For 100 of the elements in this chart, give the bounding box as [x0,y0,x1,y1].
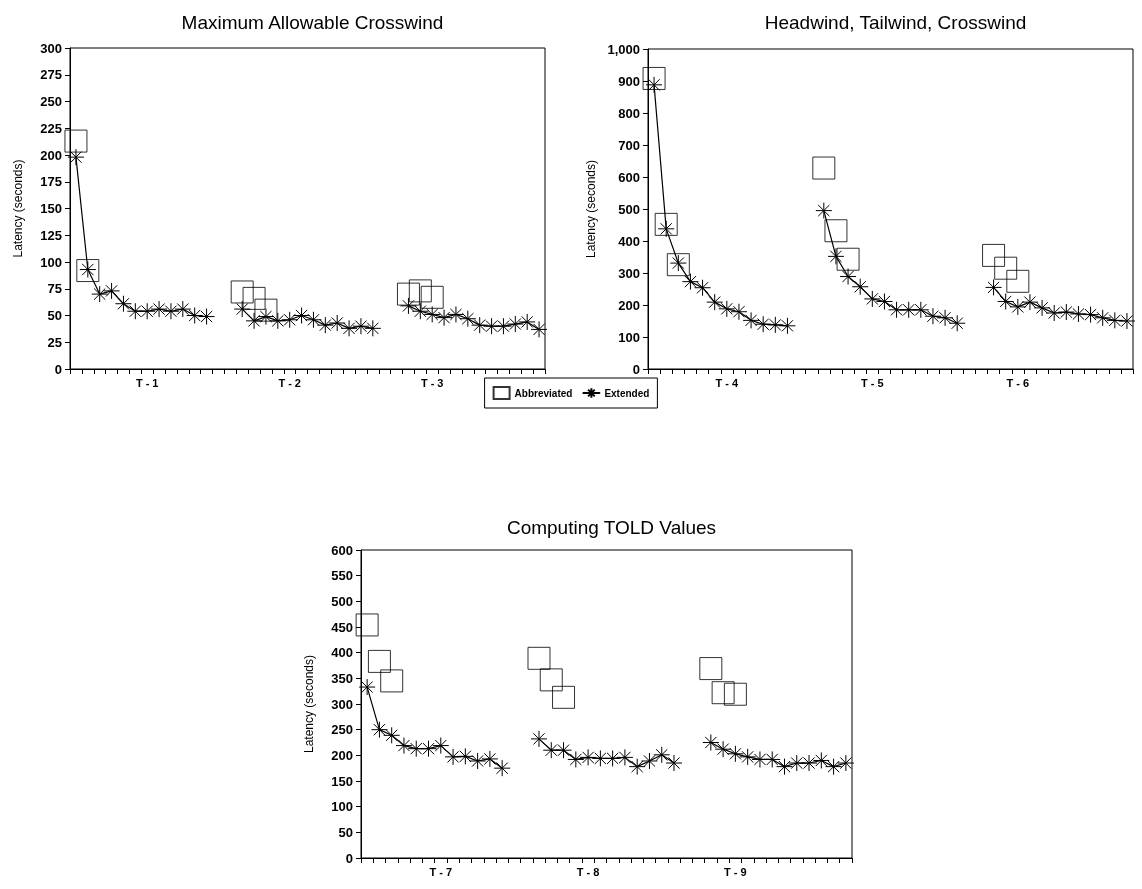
point [640,752,658,770]
point [245,312,263,330]
point [114,295,132,313]
point [751,750,769,768]
x-tick-label: T - 8 [576,865,600,878]
y-tick-label: 1,000 [607,41,640,57]
point [699,657,723,681]
point [383,726,401,744]
point [76,259,100,283]
point [824,219,848,243]
point [1006,269,1030,293]
point [642,66,666,90]
point [380,669,404,693]
point [604,749,622,767]
y-tick-label: 75 [47,281,62,297]
point [493,759,511,777]
y-tick-label: 700 [618,137,640,153]
point [407,740,425,758]
point [665,754,683,772]
y-tick-label: 100 [618,329,640,345]
point [836,247,860,271]
point [1069,305,1087,323]
point [863,290,881,308]
y-tick-label: 100 [331,799,353,815]
point [233,300,251,318]
point [1094,309,1112,327]
point [494,317,512,335]
point [754,315,772,333]
point [948,314,966,332]
point [1057,303,1075,321]
y-tick-label: 175 [40,174,62,190]
point [91,285,109,303]
y-axis-title: Latency (seconds) [302,654,316,754]
y-tick-label: 500 [331,593,353,609]
point [1021,293,1039,311]
point [1106,311,1124,329]
y-tick-label: 550 [331,568,353,584]
point [714,740,732,758]
point [355,613,379,637]
point [837,754,855,772]
point [591,749,609,767]
point [982,243,1006,267]
y-tick-label: 125 [40,227,62,243]
legend-label: Abbreviated [514,387,573,399]
point [103,282,121,300]
point [997,292,1015,310]
x-tick-label: T - 1 [135,376,159,389]
point [269,312,287,330]
x-tick-label: T - 5 [861,376,884,389]
y-tick-label: 250 [331,722,353,738]
point [186,307,204,324]
x-tick-label: T - 4 [715,376,739,389]
x-tick-label: T - 9 [724,865,747,878]
point [815,202,833,220]
point [579,748,597,766]
point [126,302,144,320]
point [723,682,747,706]
y-axis-title: Latency (seconds) [11,159,25,258]
point [628,758,646,776]
point [694,279,712,297]
point [666,253,690,277]
point [530,730,548,748]
y-tick-label: 400 [618,233,640,249]
point [432,737,450,755]
point [985,278,1003,296]
y-tick-label: 0 [54,361,62,377]
point [763,750,781,768]
point [552,685,576,709]
point [328,314,346,332]
x-tick-label: T - 2 [278,376,301,389]
point [198,308,216,326]
y-tick-label: 25 [47,334,62,350]
legend-label: Extended [604,387,650,399]
point [370,721,388,739]
point [469,752,487,770]
y-tick-label: 150 [40,201,62,216]
point [364,319,382,337]
point [726,745,744,763]
y-tick-label: 275 [40,67,62,83]
point [654,212,678,236]
point [739,748,757,766]
x-tick-label: T - 7 [429,865,453,878]
point [812,156,836,180]
point [230,280,254,304]
point [358,678,376,696]
y-tick-label: 50 [338,824,353,840]
y-tick-label: 300 [331,696,353,712]
y-tick-label: 250 [40,94,62,109]
point [64,129,88,153]
point [702,734,720,751]
point [851,278,869,296]
point [242,286,266,310]
point [1033,299,1051,317]
chart-title: Computing TOLD Values [506,517,717,538]
y-tick-label: 300 [618,265,640,281]
point [1045,304,1063,322]
point [444,748,462,766]
point [411,302,429,320]
point [420,740,438,758]
point [518,313,536,331]
